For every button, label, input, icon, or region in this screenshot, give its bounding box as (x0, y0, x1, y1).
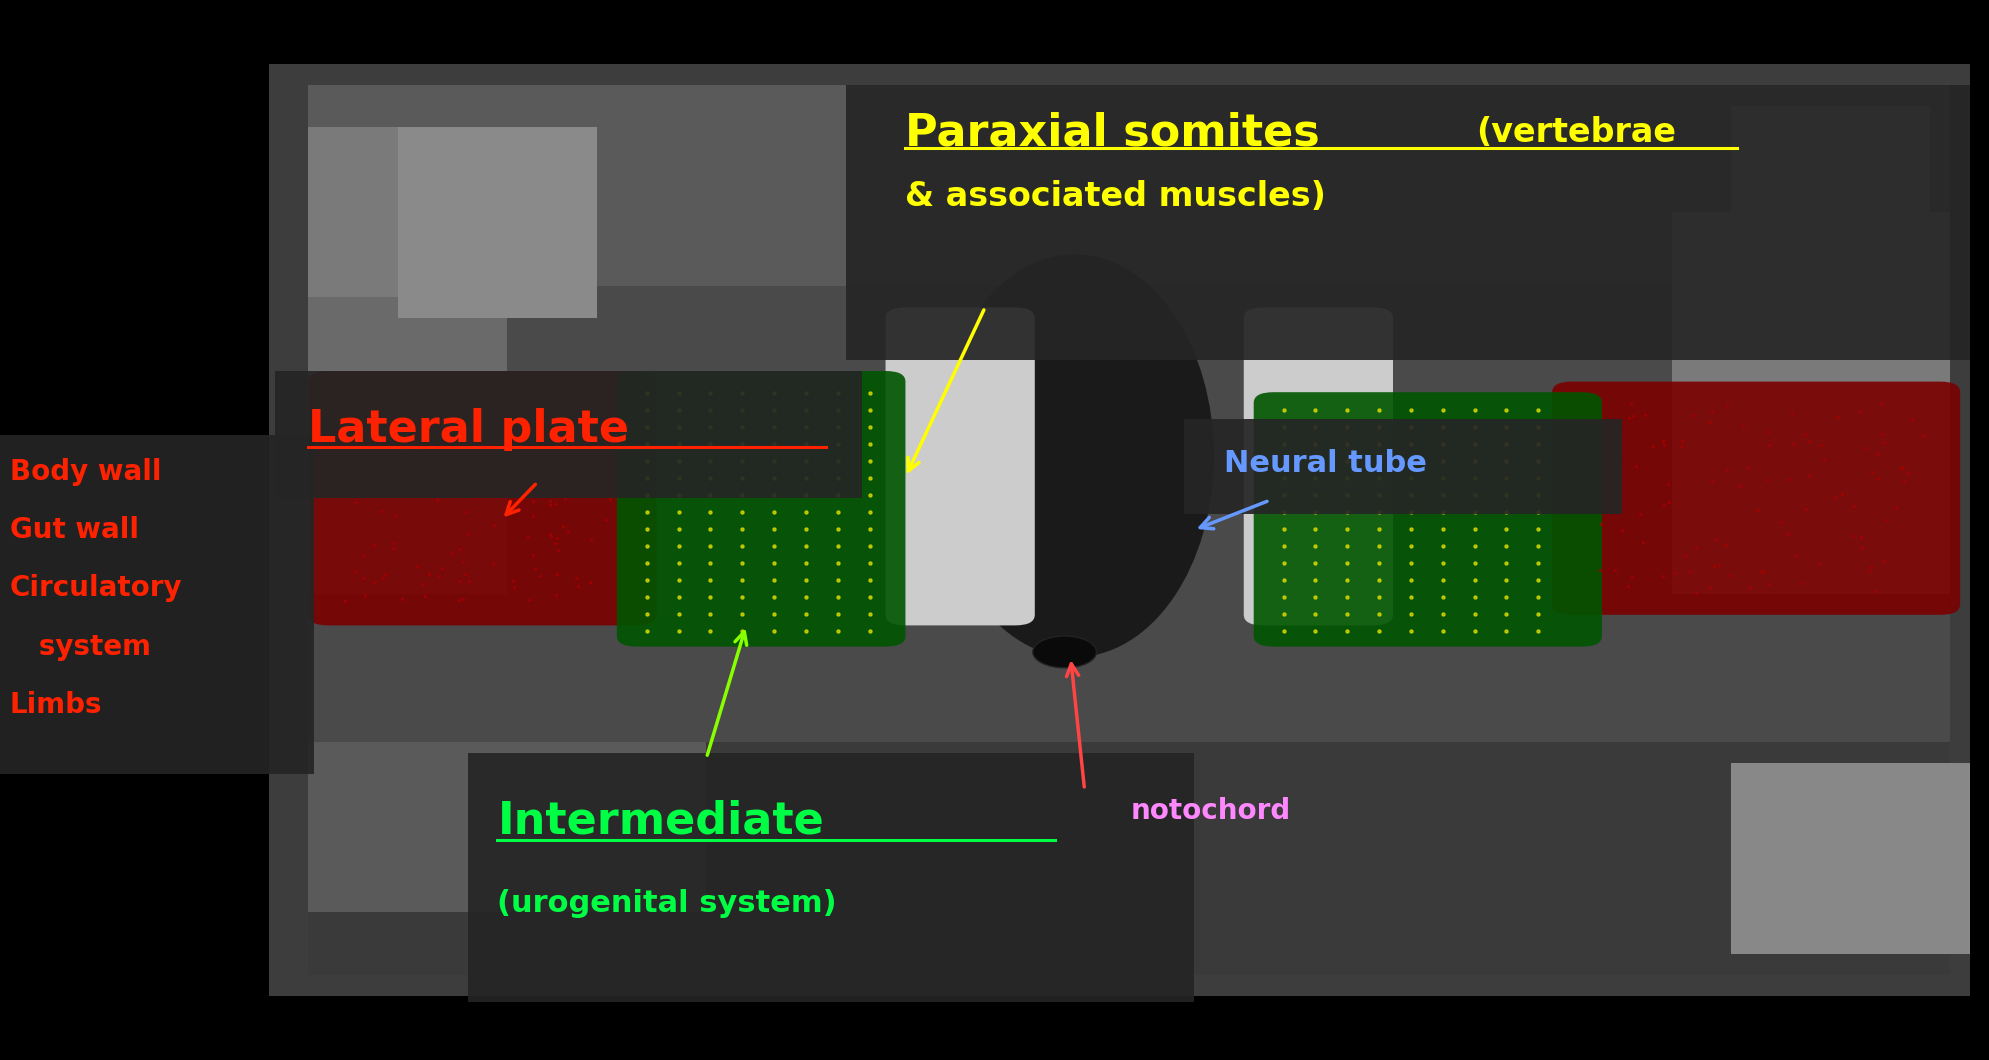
FancyBboxPatch shape (1551, 382, 1959, 615)
Text: Paraxial somites: Paraxial somites (905, 111, 1319, 154)
FancyBboxPatch shape (1671, 212, 1949, 371)
Ellipse shape (1032, 636, 1096, 668)
FancyBboxPatch shape (885, 307, 1034, 625)
FancyBboxPatch shape (308, 742, 706, 912)
FancyBboxPatch shape (308, 297, 507, 594)
Text: Circulatory: Circulatory (10, 575, 183, 602)
FancyBboxPatch shape (398, 127, 597, 318)
FancyBboxPatch shape (617, 371, 905, 647)
FancyBboxPatch shape (845, 85, 1969, 360)
FancyBboxPatch shape (1183, 419, 1621, 514)
Text: system: system (10, 633, 151, 660)
FancyBboxPatch shape (308, 742, 1949, 975)
Text: Gut wall: Gut wall (10, 516, 139, 544)
FancyBboxPatch shape (308, 371, 656, 625)
Text: Neural tube: Neural tube (1223, 448, 1426, 478)
FancyBboxPatch shape (0, 435, 314, 774)
Text: Lateral plate: Lateral plate (308, 408, 629, 450)
FancyBboxPatch shape (1243, 307, 1392, 625)
FancyBboxPatch shape (274, 371, 861, 498)
Text: & associated muscles): & associated muscles) (905, 179, 1325, 213)
Ellipse shape (935, 254, 1213, 657)
Text: notochord: notochord (1130, 797, 1291, 825)
FancyBboxPatch shape (1730, 763, 1969, 954)
FancyBboxPatch shape (308, 127, 567, 297)
FancyBboxPatch shape (308, 286, 1949, 763)
Text: (vertebrae: (vertebrae (1476, 116, 1677, 149)
Text: Body wall: Body wall (10, 458, 161, 485)
FancyBboxPatch shape (467, 753, 1193, 1002)
FancyBboxPatch shape (1253, 392, 1601, 647)
FancyBboxPatch shape (1730, 106, 1929, 297)
FancyBboxPatch shape (269, 64, 1969, 996)
FancyBboxPatch shape (1671, 360, 1949, 594)
Text: Limbs: Limbs (10, 691, 101, 719)
Text: (urogenital system): (urogenital system) (497, 888, 837, 918)
Text: Intermediate: Intermediate (497, 800, 823, 843)
FancyBboxPatch shape (308, 85, 1949, 318)
